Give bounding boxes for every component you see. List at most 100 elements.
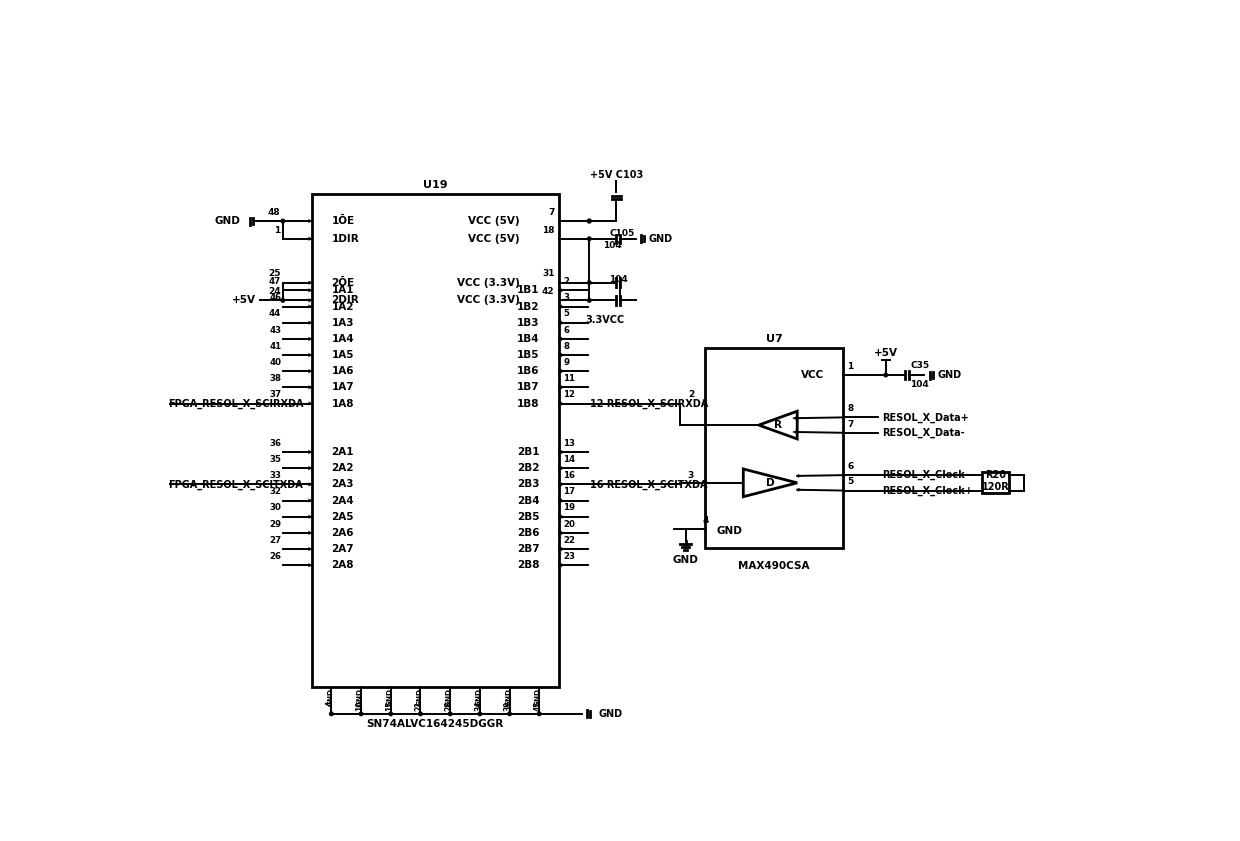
Polygon shape bbox=[558, 483, 562, 486]
Text: RESOL_X_Clock+: RESOL_X_Clock+ bbox=[882, 485, 972, 495]
Text: C105: C105 bbox=[610, 229, 635, 238]
Text: 104: 104 bbox=[910, 379, 929, 389]
Text: GND: GND bbox=[506, 688, 511, 706]
Text: 19: 19 bbox=[563, 504, 575, 512]
Text: D: D bbox=[766, 478, 775, 488]
Text: 47: 47 bbox=[269, 277, 281, 286]
Polygon shape bbox=[558, 499, 562, 502]
Text: 46: 46 bbox=[269, 294, 281, 302]
Text: 2: 2 bbox=[563, 277, 569, 286]
Text: 2: 2 bbox=[688, 390, 694, 399]
Polygon shape bbox=[309, 337, 312, 341]
Text: 1A1: 1A1 bbox=[331, 285, 353, 295]
Text: 21: 21 bbox=[415, 701, 424, 711]
Circle shape bbox=[360, 712, 363, 716]
Polygon shape bbox=[309, 281, 312, 284]
Text: 1B4: 1B4 bbox=[517, 334, 539, 344]
Text: 16 RESOL_X_SCITXDA: 16 RESOL_X_SCITXDA bbox=[590, 479, 708, 489]
Polygon shape bbox=[743, 469, 797, 497]
Text: 41: 41 bbox=[269, 341, 281, 351]
Text: VCC (5V): VCC (5V) bbox=[469, 216, 520, 226]
Text: 13: 13 bbox=[563, 439, 575, 447]
Text: 3: 3 bbox=[688, 471, 694, 480]
Text: 120R: 120R bbox=[982, 482, 1009, 492]
Text: 4: 4 bbox=[326, 701, 335, 706]
Text: RESOL_X_Data-: RESOL_X_Data- bbox=[882, 428, 965, 438]
Text: 6: 6 bbox=[563, 325, 569, 335]
Text: 28: 28 bbox=[444, 701, 454, 711]
Text: VCC (3.3V): VCC (3.3V) bbox=[458, 278, 520, 288]
Text: 3: 3 bbox=[563, 294, 569, 302]
Text: 1B2: 1B2 bbox=[517, 302, 539, 311]
Polygon shape bbox=[799, 489, 802, 491]
Text: 31: 31 bbox=[542, 269, 554, 278]
Text: 1B1: 1B1 bbox=[517, 285, 539, 295]
Text: U19: U19 bbox=[423, 180, 448, 190]
Polygon shape bbox=[792, 416, 796, 420]
Text: 38: 38 bbox=[269, 374, 281, 383]
Polygon shape bbox=[558, 547, 562, 551]
Text: 32: 32 bbox=[269, 487, 281, 496]
Polygon shape bbox=[558, 563, 562, 567]
Text: +5V: +5V bbox=[874, 348, 898, 358]
Text: 26: 26 bbox=[269, 552, 281, 561]
Polygon shape bbox=[309, 321, 312, 325]
Text: GND: GND bbox=[357, 688, 363, 706]
Text: 48: 48 bbox=[268, 208, 280, 217]
Circle shape bbox=[588, 220, 591, 223]
Text: 1B3: 1B3 bbox=[517, 318, 539, 328]
Text: RESOL_X_Data+: RESOL_X_Data+ bbox=[882, 412, 968, 422]
Text: 30: 30 bbox=[269, 504, 281, 512]
Text: 2A2: 2A2 bbox=[331, 463, 353, 473]
Text: 2A8: 2A8 bbox=[331, 560, 353, 570]
Circle shape bbox=[449, 712, 451, 716]
Polygon shape bbox=[309, 483, 312, 486]
Circle shape bbox=[507, 712, 511, 716]
Text: 1: 1 bbox=[847, 362, 853, 371]
Text: 2A1: 2A1 bbox=[331, 447, 353, 457]
Text: R20: R20 bbox=[985, 470, 1006, 480]
Text: 2B4: 2B4 bbox=[517, 495, 539, 505]
Polygon shape bbox=[309, 563, 312, 567]
Polygon shape bbox=[309, 515, 312, 518]
Text: 36: 36 bbox=[269, 439, 281, 447]
Text: 20: 20 bbox=[563, 520, 575, 529]
Text: 22: 22 bbox=[563, 536, 575, 545]
Text: 17: 17 bbox=[563, 487, 575, 496]
Polygon shape bbox=[309, 237, 312, 241]
Text: 2B7: 2B7 bbox=[517, 544, 539, 554]
Text: 2ŎE: 2ŎE bbox=[331, 278, 355, 288]
Text: 39: 39 bbox=[503, 701, 513, 711]
Text: GND: GND bbox=[599, 709, 622, 719]
Text: GND: GND bbox=[327, 688, 334, 706]
Text: 1A2: 1A2 bbox=[331, 302, 353, 311]
Circle shape bbox=[588, 220, 591, 223]
Text: FPGA_RESOL_X_SCITXDA: FPGA_RESOL_X_SCITXDA bbox=[169, 479, 303, 489]
Text: 1B5: 1B5 bbox=[517, 350, 539, 360]
Text: MAX490CSA: MAX490CSA bbox=[738, 561, 810, 571]
Polygon shape bbox=[558, 515, 562, 518]
Text: 1B6: 1B6 bbox=[517, 366, 539, 376]
Polygon shape bbox=[309, 547, 312, 551]
Text: VCC (5V): VCC (5V) bbox=[469, 234, 520, 244]
Text: 2B6: 2B6 bbox=[517, 528, 539, 538]
Polygon shape bbox=[309, 369, 312, 373]
Text: 2B5: 2B5 bbox=[517, 511, 539, 521]
Text: 45: 45 bbox=[533, 701, 543, 711]
Polygon shape bbox=[558, 402, 562, 405]
Polygon shape bbox=[558, 337, 562, 341]
Text: 23: 23 bbox=[563, 552, 575, 561]
Text: 2A5: 2A5 bbox=[331, 511, 353, 521]
Text: 29: 29 bbox=[269, 520, 281, 529]
Polygon shape bbox=[309, 499, 312, 502]
Bar bbox=[704, 348, 843, 548]
Text: 3.3VCC: 3.3VCC bbox=[585, 315, 625, 325]
Circle shape bbox=[588, 299, 591, 302]
Text: 104: 104 bbox=[609, 275, 627, 284]
Circle shape bbox=[281, 299, 285, 302]
Circle shape bbox=[479, 712, 481, 716]
Text: 35: 35 bbox=[269, 455, 281, 464]
Polygon shape bbox=[309, 532, 312, 535]
Text: 12: 12 bbox=[563, 390, 575, 399]
Text: 9: 9 bbox=[563, 358, 569, 367]
